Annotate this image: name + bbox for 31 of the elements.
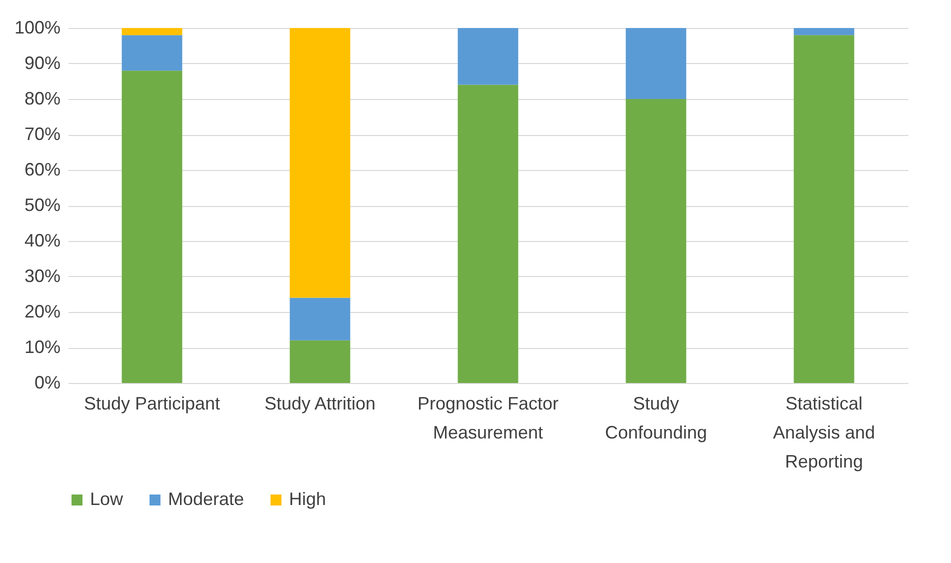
bar (458, 28, 518, 85)
bar (458, 84, 518, 383)
y-tick-label: 30% (24, 266, 60, 286)
y-tick-label: 70% (24, 124, 60, 144)
y-tick-label: 80% (24, 88, 60, 108)
y-tick-label: 20% (24, 302, 60, 322)
bar (122, 28, 182, 36)
bar (290, 298, 350, 340)
x-tick-label: Study Participant (84, 394, 220, 414)
y-tick-label: 50% (24, 195, 60, 215)
legend-label: High (289, 489, 326, 509)
bar (122, 35, 182, 71)
bar (794, 28, 854, 36)
bar (626, 28, 686, 99)
y-tick-label: 100% (14, 18, 60, 38)
legend-label: Low (90, 489, 124, 509)
y-tick-label: 10% (24, 337, 60, 357)
x-tick-label: Study Attrition (264, 394, 376, 414)
y-tick-label: 40% (24, 230, 60, 250)
x-tick-label: Statistical Analysis and Reporting (772, 394, 876, 472)
bar (122, 70, 182, 383)
legend-label: Moderate (168, 489, 244, 509)
x-tick-label: Prognostic Factor Measurement (417, 394, 559, 442)
bar (626, 99, 686, 383)
bar (794, 35, 854, 383)
bar (290, 340, 350, 383)
bar (290, 28, 350, 298)
y-tick-label: 0% (34, 372, 60, 392)
y-tick-label: 60% (24, 160, 60, 180)
y-tick-label: 90% (24, 53, 60, 73)
x-tick-label: Study Confounding (604, 394, 708, 442)
